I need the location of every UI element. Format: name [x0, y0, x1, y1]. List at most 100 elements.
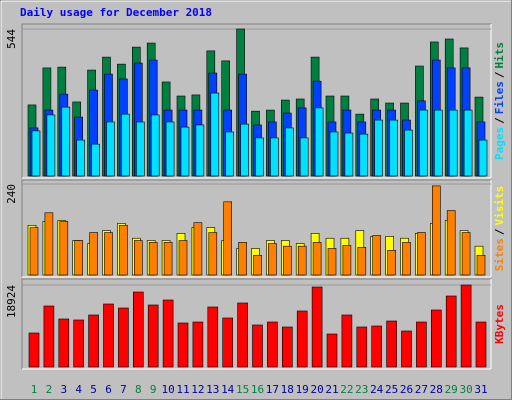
bar [461, 232, 471, 276]
legend-entry: Sites [493, 238, 506, 271]
bar [314, 107, 324, 177]
x-tick-label: 28 [430, 383, 443, 396]
bar [89, 232, 98, 276]
legend: Sites / Visits [493, 186, 506, 272]
bar [61, 106, 71, 177]
x-tick-label: 17 [266, 383, 279, 396]
bar [147, 304, 159, 368]
bar [297, 245, 307, 276]
bar [104, 232, 113, 276]
bar [282, 245, 292, 276]
x-tick-label: 1 [31, 383, 38, 396]
bar [118, 307, 129, 368]
bar [178, 240, 188, 276]
x-tick-label: 10 [161, 383, 174, 396]
x-tick-label: 6 [105, 383, 112, 396]
y-tick-label: 240 [5, 184, 18, 204]
bar [103, 303, 114, 368]
bar [252, 324, 263, 368]
bar [311, 286, 323, 368]
x-tick-label: 29 [445, 383, 458, 396]
bar [460, 284, 472, 368]
bar [44, 212, 54, 276]
x-tick-label: 9 [150, 383, 157, 396]
bar [329, 131, 339, 177]
legend-entry: Visits [493, 186, 506, 226]
legend-entry: Files [493, 81, 506, 114]
legend-separator: / [493, 228, 506, 235]
bar [341, 314, 353, 368]
bar [267, 321, 278, 368]
legend-entry: KBytes [493, 304, 506, 344]
bar [478, 139, 488, 177]
bar [46, 114, 56, 177]
bar [192, 321, 204, 368]
bar [326, 333, 338, 368]
chart-title: Daily usage for December 2018 [20, 6, 212, 19]
x-tick-label: 13 [206, 383, 219, 396]
x-tick-label: 20 [310, 383, 323, 396]
bar [296, 310, 308, 368]
bar [148, 242, 158, 276]
bar [463, 109, 473, 177]
x-tick-label: 14 [221, 383, 235, 396]
bar [193, 222, 203, 276]
bar [150, 114, 160, 177]
bar [29, 227, 39, 276]
bar [180, 126, 190, 177]
bar [284, 127, 294, 177]
bar [225, 131, 234, 177]
x-tick-label: 11 [176, 383, 189, 396]
bar [195, 124, 205, 177]
bar [344, 132, 354, 177]
bar [402, 242, 411, 276]
bar [356, 326, 368, 368]
bar [240, 123, 249, 177]
x-tick-label: 16 [251, 383, 264, 396]
x-tick-label: 30 [459, 383, 472, 396]
bar [431, 185, 441, 276]
bar [208, 232, 218, 276]
x-tick-label: 5 [90, 383, 97, 396]
bar [106, 121, 115, 177]
bar [371, 325, 383, 368]
bar [134, 240, 143, 276]
bar [163, 242, 173, 276]
bar [445, 295, 457, 368]
bar [253, 254, 262, 276]
y-tick-label: 544 [5, 29, 18, 49]
bar [238, 242, 247, 276]
x-tick-label: 2 [46, 383, 53, 396]
bar [28, 332, 40, 368]
x-tick-label: 24 [370, 383, 384, 396]
bar [270, 137, 279, 177]
bar [59, 221, 69, 276]
legend-separator: / [493, 71, 506, 78]
bar [222, 317, 233, 368]
bar [476, 254, 486, 276]
bar [177, 322, 189, 368]
legend: Pages / Files / Hits [493, 42, 506, 160]
bar [372, 235, 382, 276]
bar [136, 121, 145, 177]
legend-entry: Pages [493, 127, 506, 160]
x-tick-label: 27 [415, 383, 428, 396]
x-tick-label: 8 [135, 383, 142, 396]
bar [389, 119, 398, 177]
bar [76, 139, 85, 177]
bar [58, 318, 70, 368]
bar [430, 309, 442, 368]
bar [475, 321, 487, 368]
bar [327, 248, 337, 276]
bar [207, 306, 219, 368]
x-tick-label: 3 [60, 383, 67, 396]
bar [401, 330, 412, 368]
x-tick-label: 26 [400, 383, 413, 396]
bar [255, 137, 264, 177]
x-tick-label: 31 [474, 383, 487, 396]
x-tick-label: 23 [355, 383, 368, 396]
bar [162, 299, 174, 368]
x-tick-label: 15 [236, 383, 249, 396]
bar [433, 109, 443, 177]
